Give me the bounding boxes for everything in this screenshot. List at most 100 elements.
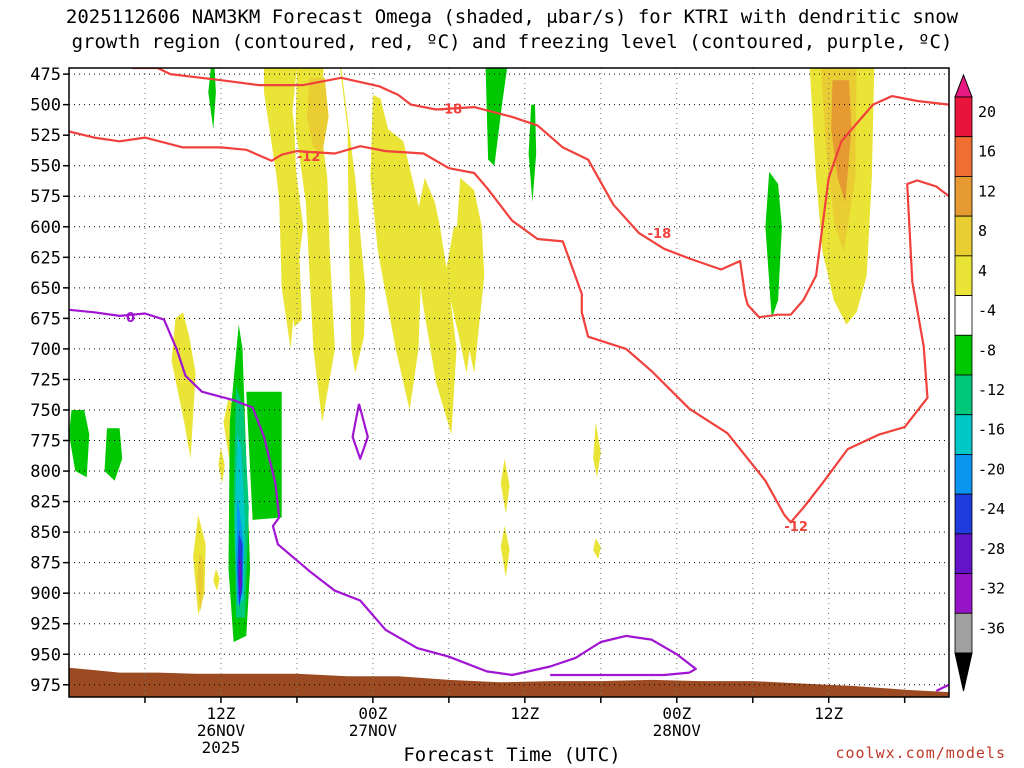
colorbar: 20 16 12 8 4 -4 -8 -12 -16 -20 -24 -28 -32 -36 xyxy=(954,73,1005,692)
x-tick-label-3-0: 00Z xyxy=(662,704,691,723)
omega-region-8 xyxy=(455,177,485,374)
colorbar-label-4: 4 xyxy=(978,262,987,280)
omega-region-12 xyxy=(196,554,204,612)
omega-region-27 xyxy=(104,428,123,481)
red-contour-line-2 xyxy=(69,130,949,524)
x-tick-label-0-0: 12Z xyxy=(206,704,235,723)
omega-region-24 xyxy=(528,104,537,203)
colorbar-label-8: -16 xyxy=(978,421,1005,439)
x-tick-label-3-1: 28NOV xyxy=(653,721,702,740)
x-tick-label-1-0: 00Z xyxy=(358,704,387,723)
y-tick-label-725: 725 xyxy=(30,370,61,390)
colorbar-label-7: -12 xyxy=(978,381,1005,399)
colorbar-swatch-1 xyxy=(954,136,973,177)
omega-region-2 xyxy=(307,77,329,154)
colorbar-under-arrow xyxy=(954,652,973,692)
omega-shading-layer xyxy=(69,68,875,642)
purple-contour-line-2 xyxy=(935,683,949,692)
ground-layer xyxy=(69,667,949,697)
x-tick-label-0-2: 2025 xyxy=(202,738,241,757)
omega-region-25 xyxy=(765,171,782,319)
y-tick-label-550: 550 xyxy=(30,157,61,177)
omega-region-22 xyxy=(208,68,216,130)
y-tick-label-600: 600 xyxy=(30,218,61,238)
purple-contour-line-1 xyxy=(351,403,369,460)
colorbar-label-1: 16 xyxy=(978,143,996,161)
omega-region-16 xyxy=(500,526,510,578)
y-tick-label-900: 900 xyxy=(30,584,61,604)
red-contour-label-2: -12 xyxy=(297,150,321,165)
chart-title-line1: 2025112606 NAM3KM Forecast Omega (shaded… xyxy=(65,6,959,28)
colorbar-swatch-11 xyxy=(954,533,973,574)
purple-contour-label-0: 0 xyxy=(126,311,135,326)
colorbar-swatch-12 xyxy=(954,573,973,614)
omega-region-15 xyxy=(500,458,510,514)
y-tick-label-475: 475 xyxy=(30,65,61,85)
colorbar-over-arrow xyxy=(954,73,973,98)
y-tick-label-925: 925 xyxy=(30,615,61,635)
colorbar-swatch-0 xyxy=(954,96,973,138)
colorbar-label-10: -24 xyxy=(978,500,1005,518)
omega-region-18 xyxy=(593,538,601,559)
omega-region-13 xyxy=(213,568,220,591)
y-tick-label-750: 750 xyxy=(30,401,61,421)
omega-region-23 xyxy=(485,68,508,166)
x-tick-label-4-0: 12Z xyxy=(814,704,843,723)
omega-region-34 xyxy=(238,556,242,600)
x-axis-title: Forecast Time (UTC) xyxy=(403,744,621,766)
y-tick-label-775: 775 xyxy=(30,432,61,452)
omega-region-1 xyxy=(295,68,335,423)
y-tick-label-950: 950 xyxy=(30,645,61,665)
y-tick-label-975: 975 xyxy=(30,676,61,696)
red-contour-label-1: -18 xyxy=(648,227,672,242)
colorbar-label-0: 20 xyxy=(978,103,996,121)
omega-region-6 xyxy=(414,177,457,435)
y-tick-label-675: 675 xyxy=(30,309,61,329)
freezing-level-contours: 0 xyxy=(69,308,949,692)
colorbar-swatch-7 xyxy=(954,374,973,416)
x-tick-label-2-0: 12Z xyxy=(510,704,539,723)
omega-region-14 xyxy=(218,446,225,484)
grid-layer xyxy=(69,68,949,697)
omega-region-9 xyxy=(171,312,196,459)
y-tick-label-850: 850 xyxy=(30,523,61,543)
x-tick-label-0-1: 26NOV xyxy=(197,721,246,740)
plot-frame xyxy=(68,67,950,698)
colorbar-swatch-2 xyxy=(954,176,973,217)
red-contour-label-0: -18 xyxy=(439,102,463,117)
omega-region-17 xyxy=(593,422,601,478)
colorbar-label-5: -4 xyxy=(978,302,996,320)
colorbar-swatch-10 xyxy=(954,493,973,535)
purple-contour-line-0 xyxy=(69,308,697,677)
y-tick-label-500: 500 xyxy=(30,96,61,116)
colorbar-label-9: -20 xyxy=(978,460,1005,478)
y-tick-label-825: 825 xyxy=(30,493,61,513)
red-contour-label-3: -12 xyxy=(784,520,808,535)
colorbar-swatch-4 xyxy=(954,255,973,296)
y-tick-label-575: 575 xyxy=(30,187,61,207)
colorbar-label-2: 12 xyxy=(978,182,996,200)
dendritic-growth-contours: -18 -18 -12 -12 xyxy=(69,68,949,535)
colorbar-swatch-9 xyxy=(954,454,973,495)
y-tick-label-650: 650 xyxy=(30,279,61,299)
colorbar-swatch-13 xyxy=(954,612,973,654)
omega-region-4 xyxy=(340,68,366,374)
colorbar-swatch-6 xyxy=(954,334,973,376)
omega-region-5 xyxy=(370,94,424,411)
red-contour-line-0 xyxy=(132,68,949,319)
colorbar-label-12: -32 xyxy=(978,580,1005,598)
colorbar-swatch-8 xyxy=(954,414,973,455)
colorbar-swatch-3 xyxy=(954,215,973,257)
ground-terrain xyxy=(69,667,949,697)
y-tick-label-625: 625 xyxy=(30,248,61,268)
y-tick-label-525: 525 xyxy=(30,126,61,146)
y-axis: 475 500 525 550 575 600 625 650 675 700 725 750 775 8… xyxy=(30,65,69,696)
omega-region-3 xyxy=(264,68,302,327)
colorbar-swatch-5 xyxy=(954,295,973,336)
colorbar-label-11: -28 xyxy=(978,540,1005,558)
credit-text: coolwx.com/models xyxy=(835,744,1006,762)
colorbar-label-13: -36 xyxy=(978,619,1005,637)
y-tick-label-800: 800 xyxy=(30,462,61,482)
